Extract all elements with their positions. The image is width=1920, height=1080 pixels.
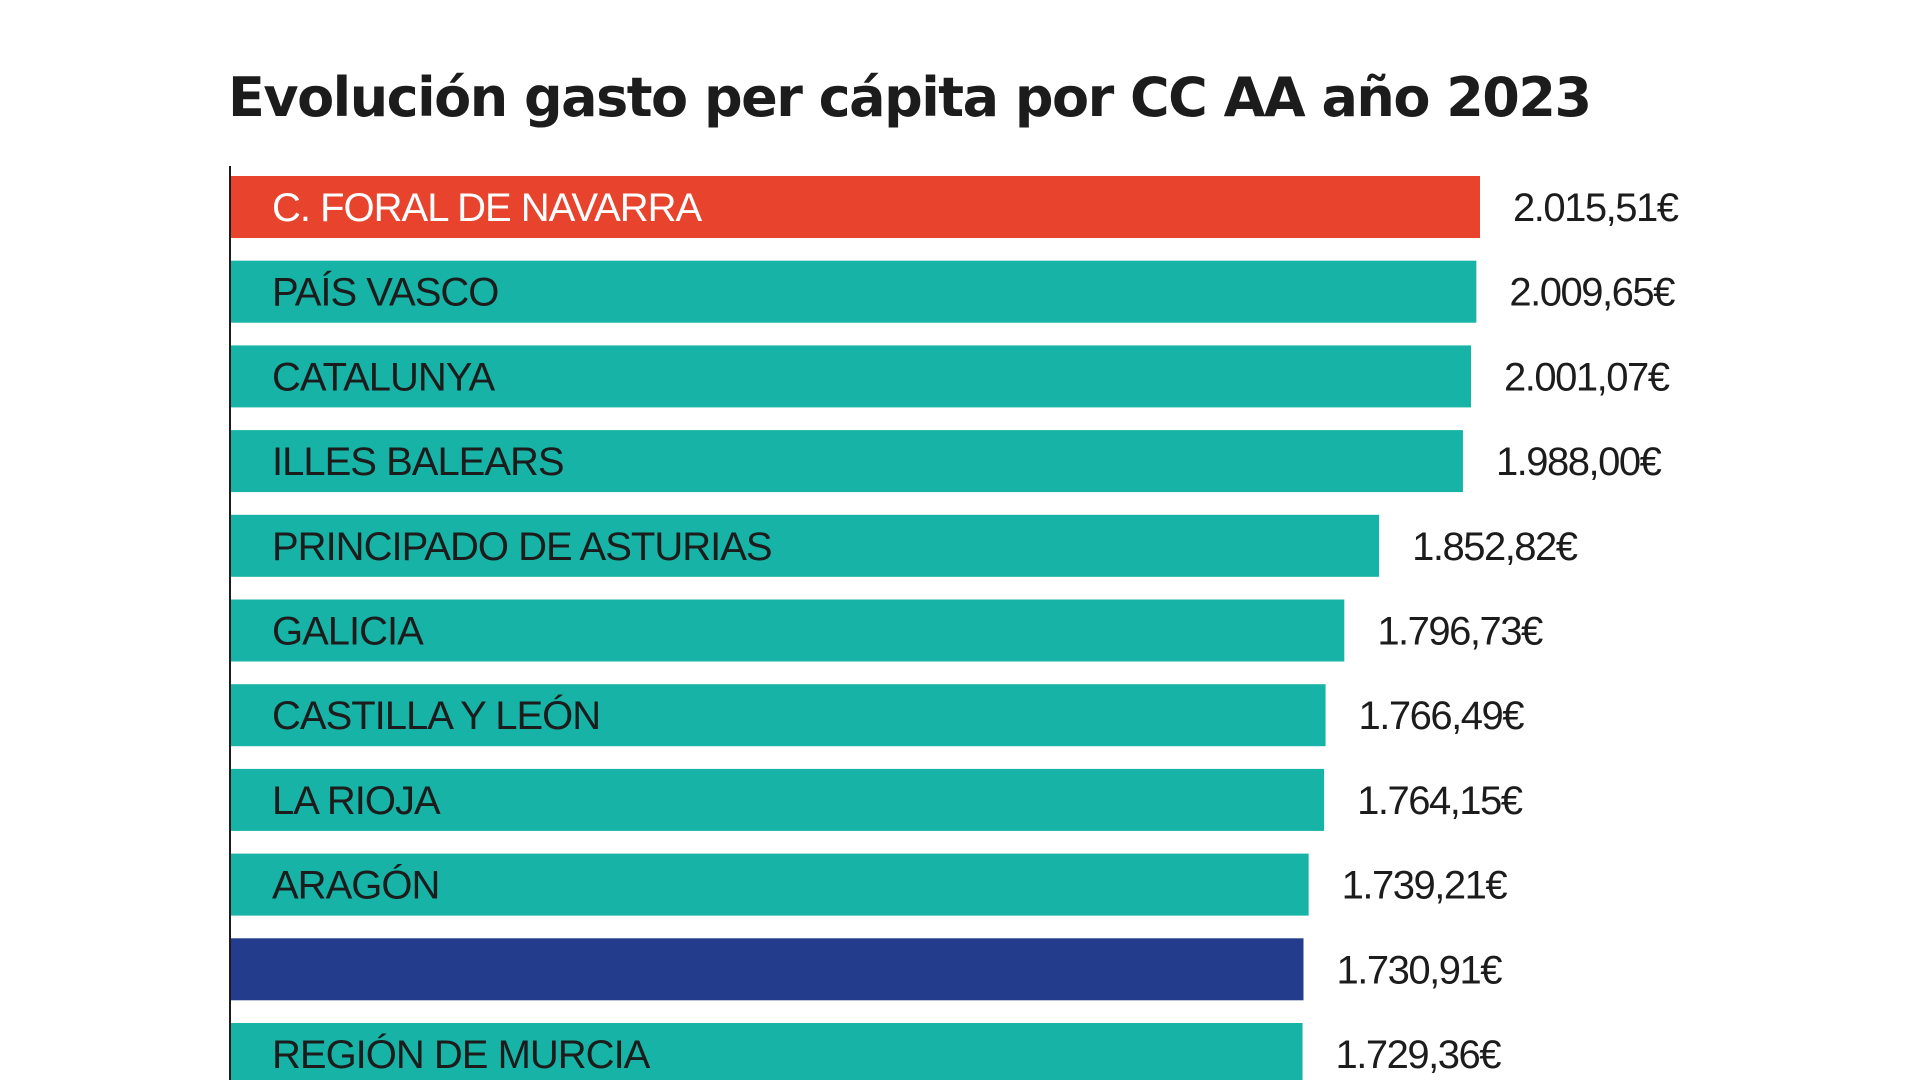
bar <box>230 345 1472 408</box>
bar <box>230 514 1380 577</box>
bar-label: ARAGÓN <box>272 863 439 908</box>
bar <box>230 599 1345 662</box>
value-label: 1.852,82€ <box>1412 525 1578 569</box>
bar <box>230 176 1480 238</box>
value-label: 2.001,07€ <box>1504 355 1670 399</box>
bar <box>230 768 1325 831</box>
bar-label: GALICIA <box>272 610 424 654</box>
value-label: 2.015,51€ <box>1513 186 1679 230</box>
value-label: 1.766,49€ <box>1359 694 1525 738</box>
value-label: 1.739,21€ <box>1342 864 1508 908</box>
bar <box>230 853 1309 916</box>
bar-label: CASTILLA Y LEÓN <box>272 693 600 738</box>
bar-label: CATALUNYA <box>272 355 495 399</box>
bar-label: ILLES BALEARS <box>272 440 564 484</box>
bar <box>230 430 1463 493</box>
bar-label: C. FORAL DE NAVARRA <box>272 186 703 230</box>
value-label: 2.009,65€ <box>1509 271 1675 315</box>
bar-label: PRINCIPADO DE ASTURIAS <box>272 525 772 569</box>
bar <box>230 260 1477 323</box>
bar <box>230 684 1326 747</box>
value-label: 1.729,36€ <box>1336 1033 1502 1077</box>
chart-title: Evolución gasto per cápita por CC AA año… <box>228 66 1592 129</box>
bar-label: PAÍS VASCO <box>272 270 498 315</box>
value-label: 1.988,00€ <box>1496 440 1662 484</box>
bar <box>230 1023 1303 1080</box>
value-label: 1.764,15€ <box>1357 779 1523 823</box>
bar-label: LA RIOJA <box>272 779 441 823</box>
value-label: 1.796,73€ <box>1377 610 1543 654</box>
bar-label: REGIÓN DE MURCIA <box>272 1032 651 1077</box>
bar <box>230 938 1304 1001</box>
value-label: 1.730,91€ <box>1336 948 1502 992</box>
